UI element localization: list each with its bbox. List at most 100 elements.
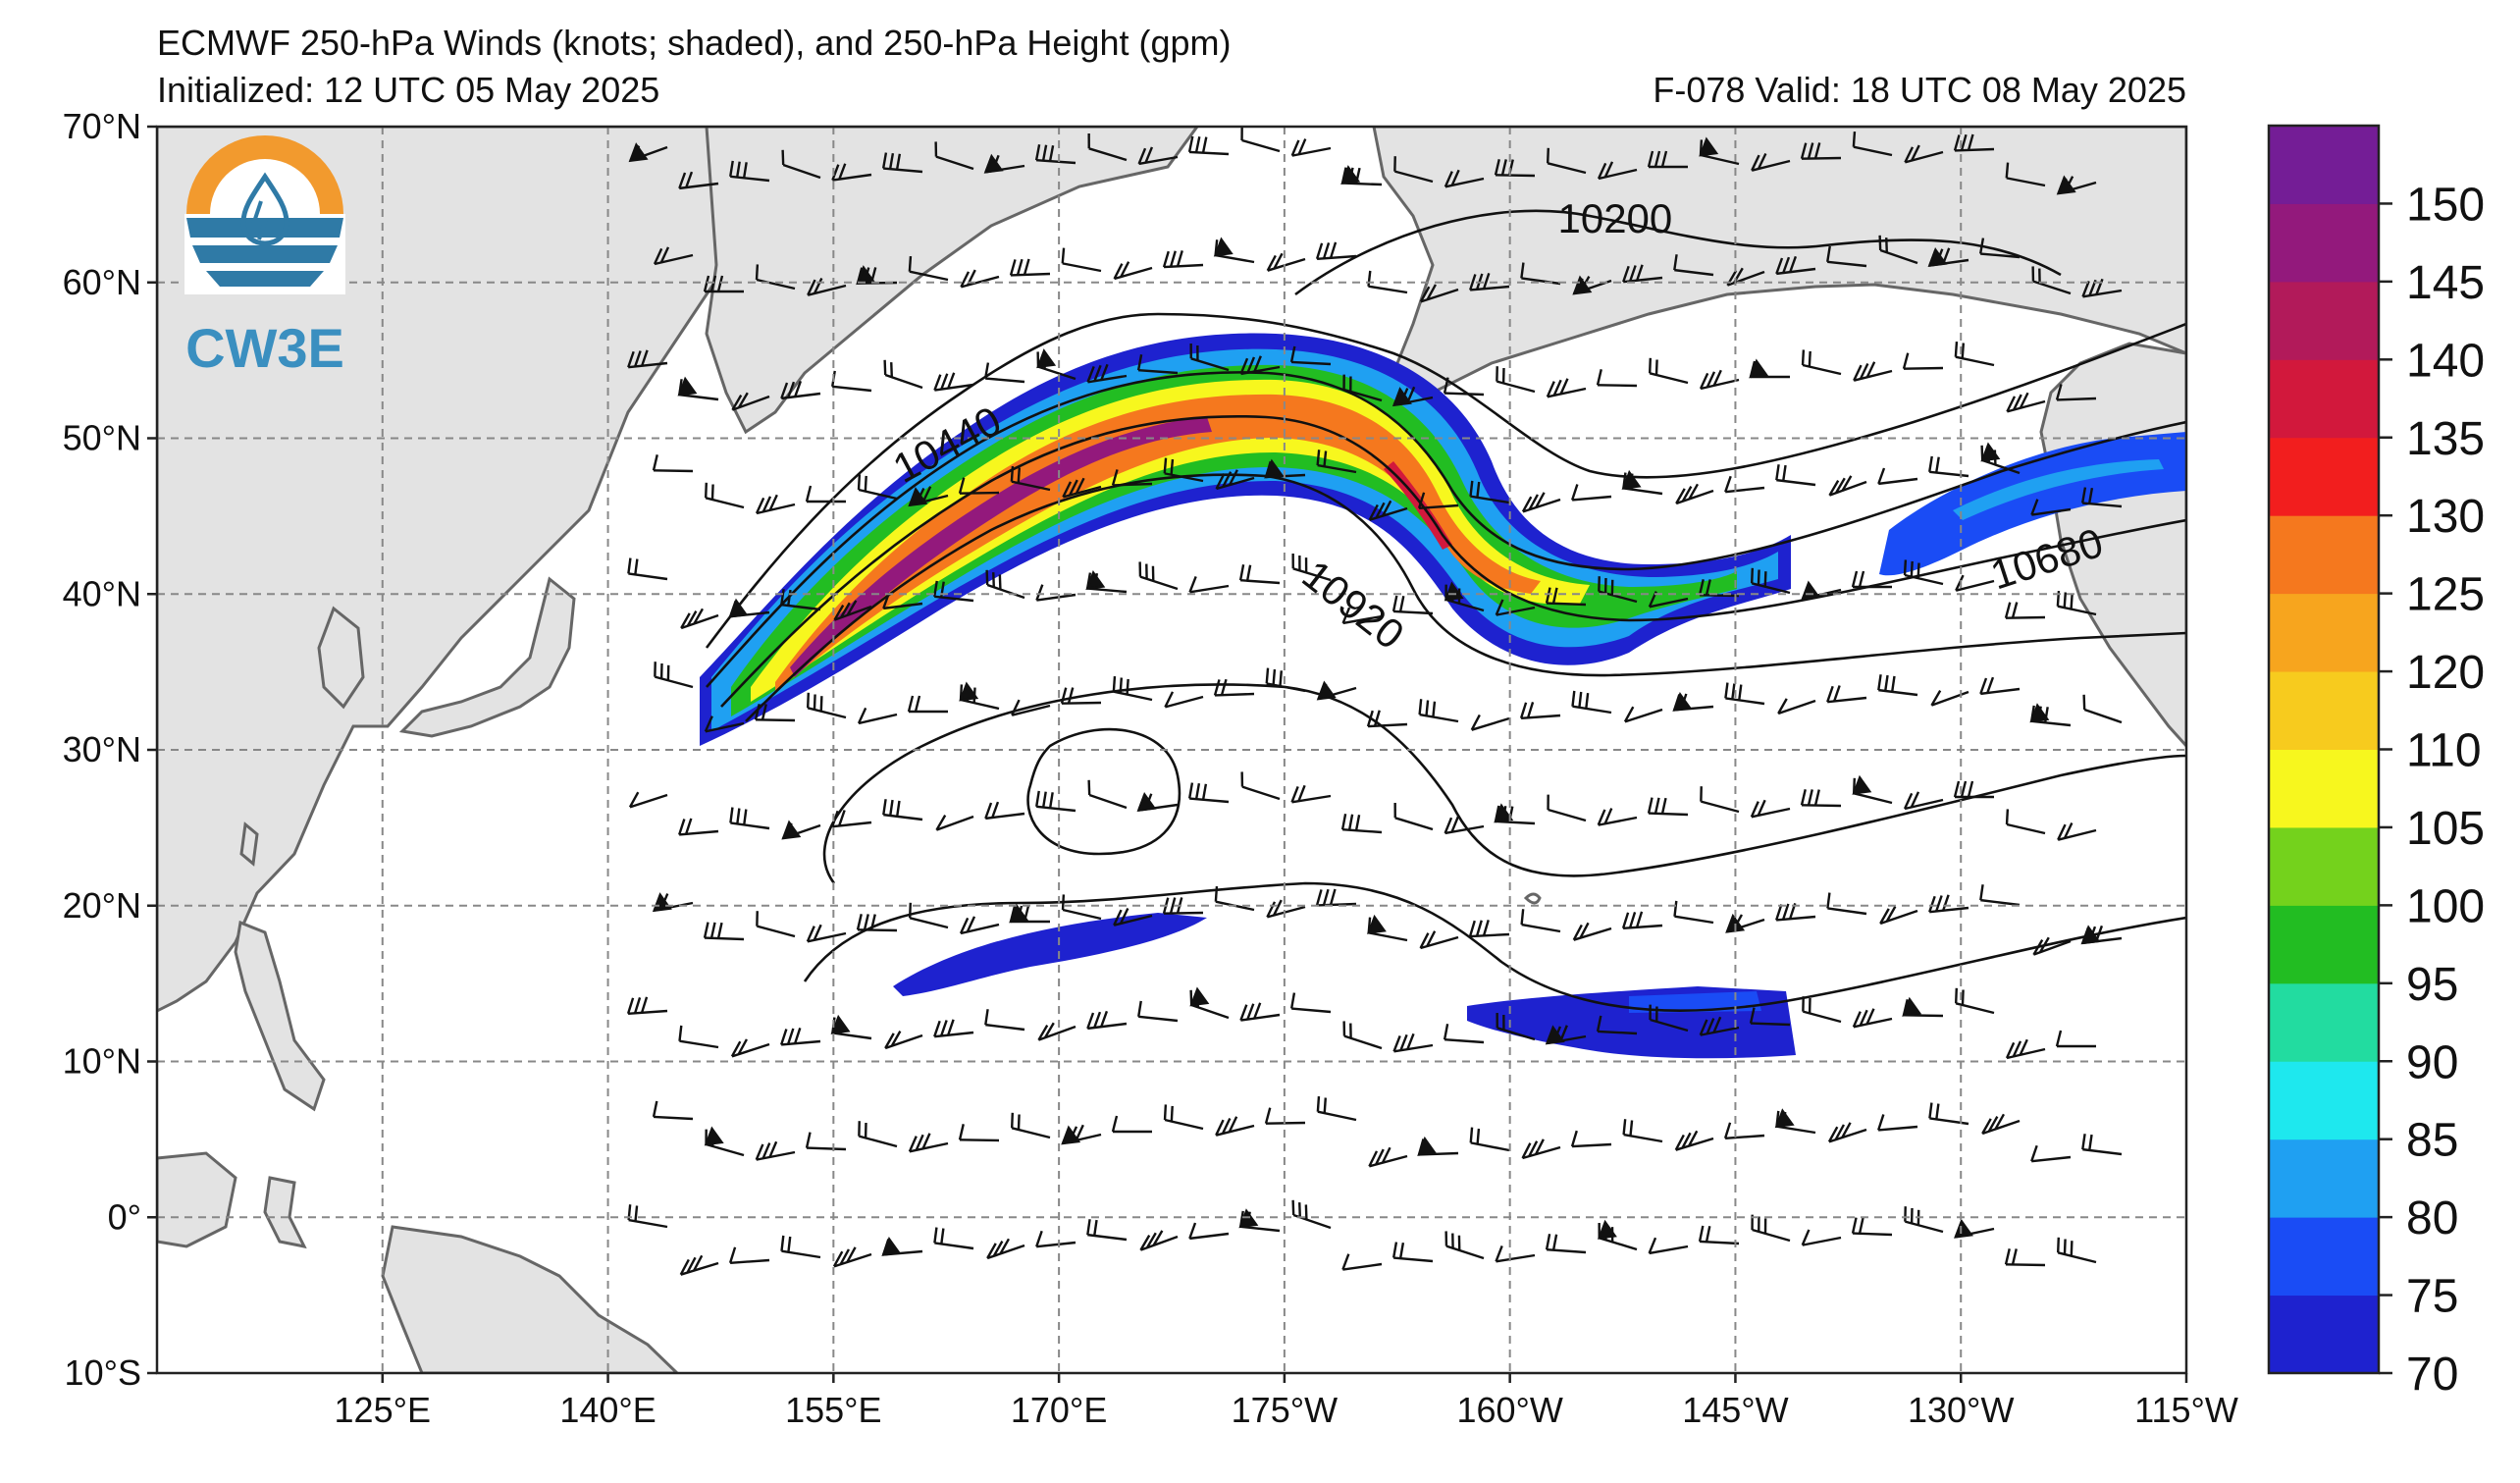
colorbar-segment bbox=[2269, 359, 2379, 439]
wind-barb bbox=[1980, 442, 2021, 475]
wind-barb bbox=[1545, 587, 1587, 607]
wind-barb bbox=[1443, 1024, 1485, 1044]
wind-barb bbox=[2056, 1237, 2097, 1264]
wind-barb bbox=[908, 1133, 949, 1153]
wind-barb bbox=[1368, 500, 1408, 521]
wind-barb bbox=[1775, 464, 1816, 487]
wind-barb bbox=[1136, 792, 1179, 813]
wind-barb bbox=[2032, 936, 2072, 956]
wind-barb bbox=[1111, 1115, 1152, 1134]
wind-barb bbox=[1928, 894, 1969, 914]
wind-barb bbox=[883, 359, 923, 390]
wind-barb bbox=[806, 692, 847, 719]
wind-barb bbox=[1366, 914, 1408, 942]
water-drop-sun-icon bbox=[184, 135, 345, 294]
wind-barb bbox=[1852, 1008, 1893, 1029]
contour-10920 bbox=[822, 683, 2186, 884]
wind-barb bbox=[728, 1246, 770, 1264]
wind-barb bbox=[857, 474, 898, 501]
wind-barb bbox=[1010, 1112, 1051, 1139]
wind-barb bbox=[1902, 996, 1944, 1018]
wind-barb bbox=[1418, 699, 1459, 723]
wind-barb bbox=[1111, 469, 1153, 487]
wind-barb bbox=[1393, 156, 1434, 184]
wind-barb bbox=[1826, 245, 1867, 268]
wind-barb bbox=[1801, 349, 1842, 376]
wind-barb bbox=[1571, 484, 1612, 502]
colorbar-label: 125 bbox=[2406, 569, 2485, 621]
jet-band-100kt bbox=[731, 364, 1737, 716]
wind-barb bbox=[1238, 564, 1281, 585]
wind-barb bbox=[1928, 1102, 1969, 1126]
cw3e-logo: CW3E bbox=[184, 135, 345, 379]
wind-barb bbox=[807, 277, 847, 296]
wind-barb bbox=[728, 598, 770, 618]
wind-barb bbox=[881, 1236, 923, 1256]
wind-barb bbox=[2081, 1134, 2123, 1156]
wind-barb bbox=[2055, 1030, 2096, 1048]
colorbar-segment bbox=[2269, 515, 2379, 595]
wind-barb bbox=[1239, 1002, 1281, 1022]
wind-barb bbox=[1903, 559, 1944, 586]
wind-barb bbox=[1291, 553, 1332, 582]
wind-barb bbox=[1826, 685, 1867, 704]
wind-barb bbox=[933, 1227, 974, 1250]
wind-barb bbox=[1877, 467, 1918, 486]
colorbar-segment bbox=[2269, 1217, 2379, 1297]
wind-barb bbox=[1649, 1004, 1689, 1033]
wind-barb bbox=[703, 275, 744, 293]
wind-barb bbox=[1189, 343, 1230, 372]
lon-label: 130°W bbox=[1908, 1390, 2014, 1430]
lat-label: 0° bbox=[108, 1196, 141, 1237]
wind-barb bbox=[1113, 907, 1153, 927]
wind-barb bbox=[1366, 710, 1408, 728]
wind-barb bbox=[780, 1235, 821, 1259]
wind-barb bbox=[1342, 374, 1383, 402]
wind-barb bbox=[806, 924, 847, 943]
wind-barb bbox=[1749, 1007, 1791, 1027]
wind-barb bbox=[1673, 900, 1714, 925]
wind-barb bbox=[1520, 262, 1561, 286]
wind-barb bbox=[2030, 499, 2072, 516]
wind-barb bbox=[1444, 581, 1485, 612]
wind-barb bbox=[831, 810, 872, 828]
lon-label: 125°E bbox=[335, 1390, 431, 1430]
wind-barb bbox=[2005, 809, 2046, 835]
hawaii-islands bbox=[1523, 892, 1542, 905]
colorbar-segment bbox=[2269, 1061, 2379, 1140]
wind-barb bbox=[1749, 358, 1790, 379]
colorbar-label: 145 bbox=[2406, 257, 2485, 309]
wind-barb bbox=[755, 494, 796, 515]
wind-barb bbox=[1495, 599, 1536, 616]
wind-barb bbox=[1877, 1114, 1918, 1132]
wind-barb bbox=[1621, 911, 1663, 929]
colorbar-segment bbox=[2269, 437, 2379, 516]
wind-barb bbox=[1290, 138, 1332, 157]
wind-barb bbox=[1571, 690, 1612, 715]
jet-core-135kt bbox=[1384, 461, 1452, 550]
wind-barb bbox=[2080, 925, 2123, 945]
land-layer bbox=[157, 127, 2186, 1373]
wind-barb bbox=[1724, 682, 1765, 706]
wind-barb bbox=[881, 152, 923, 174]
wind-barb bbox=[652, 1100, 694, 1121]
wind-barb bbox=[1904, 144, 1944, 164]
wind-barb bbox=[1443, 377, 1485, 397]
longitude-labels: 125°E 140°E 155°E 170°E 175°W 160°W 145°W 130°W… bbox=[335, 1373, 2238, 1430]
colorbar-label: 80 bbox=[2406, 1192, 2458, 1245]
wind-barb bbox=[652, 454, 694, 473]
wind-barb bbox=[832, 1246, 872, 1268]
wind-barb bbox=[1238, 1208, 1281, 1233]
colorbar-segment bbox=[2269, 982, 2379, 1062]
wind-barb bbox=[1164, 691, 1204, 709]
wind-barb bbox=[1035, 584, 1076, 602]
wind-barb bbox=[1290, 784, 1332, 804]
wind-barb bbox=[1572, 922, 1612, 941]
height-contours-layer bbox=[705, 209, 2186, 1012]
contour-10800 bbox=[745, 473, 2186, 722]
wind-barb bbox=[1954, 341, 1995, 367]
contour-10560 bbox=[706, 371, 2186, 688]
wind-barb bbox=[1240, 771, 1281, 801]
wind-barb bbox=[1521, 492, 1561, 513]
wind-barb bbox=[756, 911, 796, 938]
